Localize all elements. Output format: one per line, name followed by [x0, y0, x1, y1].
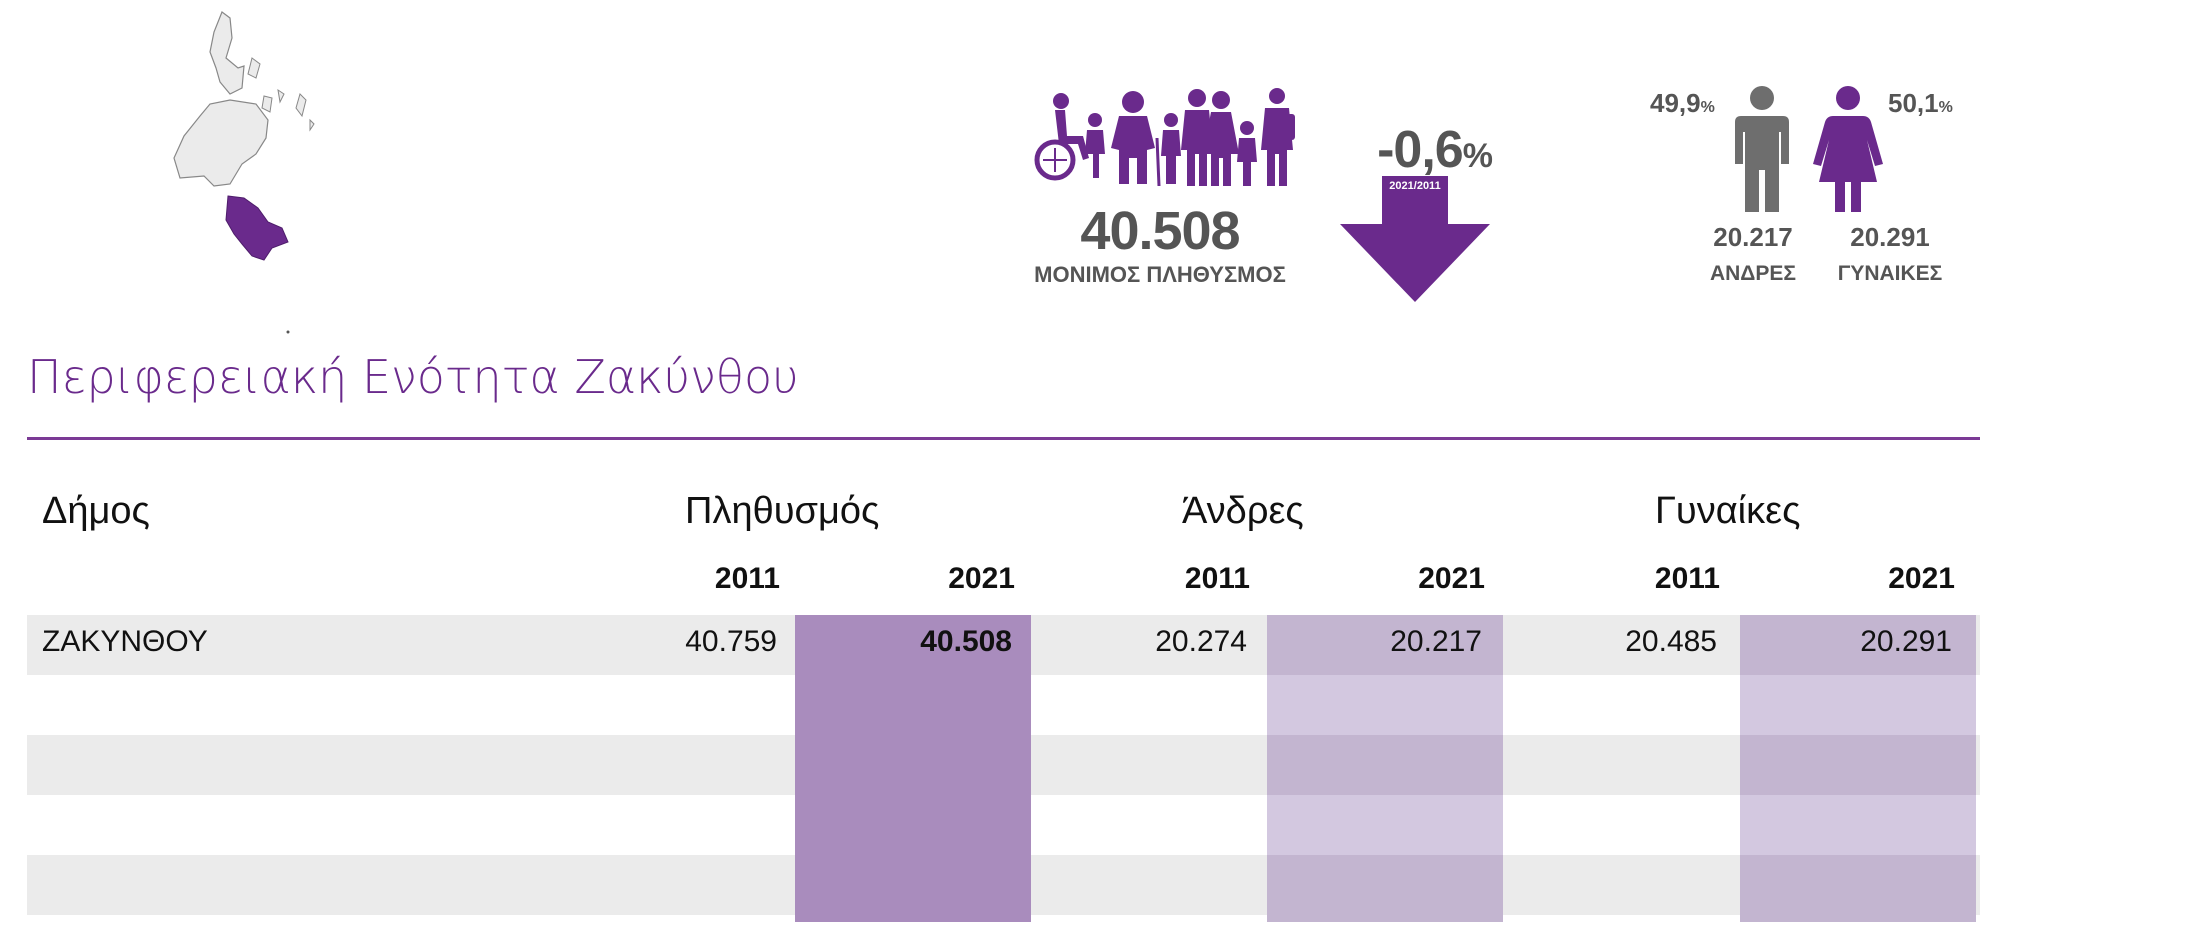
decrease-arrow-icon [1340, 176, 1490, 302]
header-population: Πληθυσμός [685, 490, 880, 532]
cell-women-2011: 20.485 [1625, 625, 1717, 658]
year-men-2021: 2021 [1418, 562, 1485, 595]
change-period: 2021/2011 [1389, 180, 1441, 192]
cell-pop-2021: 40.508 [920, 625, 1012, 658]
men-2021-column [1267, 615, 1503, 675]
men-2021-column [1267, 855, 1503, 922]
cell-pop-2011: 40.759 [685, 625, 777, 658]
year-women-2021: 2021 [1888, 562, 1955, 595]
header-dimos: Δήμος [42, 490, 150, 532]
men-2021-column [1267, 735, 1503, 795]
women-2021-column [1740, 675, 1976, 735]
women-label: ΓΥΝΑΙΚΕΣ [1837, 262, 1943, 285]
population-label: ΜΟΝΙΜΟΣ ΠΛΗΘΥΣΜΟΣ [1034, 262, 1286, 287]
women-count: 20.291 [1850, 222, 1930, 252]
year-pop-2011: 2011 [714, 562, 780, 595]
women-2021-column [1740, 855, 1976, 922]
header-women: Γυναίκες [1655, 490, 1801, 532]
men-2021-column [1267, 795, 1503, 855]
year-pop-2021: 2021 [948, 562, 1015, 595]
year-women-2011: 2011 [1654, 562, 1720, 595]
men-label: ΑΝΔΡΕΣ [1709, 262, 1797, 285]
population-group-icon [1034, 88, 1295, 187]
cell-men-2011: 20.274 [1155, 625, 1247, 658]
cell-men-2021: 20.217 [1390, 625, 1482, 658]
year-men-2011: 2011 [1184, 562, 1250, 595]
cell-women-2021: 20.291 [1860, 625, 1952, 658]
region-map [173, 11, 315, 334]
women-2021-column [1740, 735, 1976, 795]
men-2021-column [1267, 675, 1503, 735]
woman-icon [1813, 86, 1883, 212]
women-2021-column [1740, 795, 1976, 855]
page-title: Περιφερειακή Ενότητα Ζακύνθου [27, 350, 799, 404]
change-unit: % [1462, 137, 1493, 175]
population-2021-column [795, 615, 1031, 922]
title-divider [27, 437, 1980, 440]
men-percent: 49,9% [1650, 88, 1715, 118]
women-percent: 50,1% [1888, 88, 1953, 118]
men-count: 20.217 [1713, 222, 1793, 252]
table-row-name: ΖΑΚΥΝΘΟΥ [42, 625, 208, 658]
population-change: -0,6% [1345, 120, 1525, 180]
population-value: 40.508 [1080, 201, 1240, 261]
header-men: Άνδρες [1182, 490, 1304, 532]
women-2021-column [1740, 615, 1976, 675]
man-icon [1735, 86, 1789, 212]
change-value: -0,6 [1377, 121, 1464, 179]
